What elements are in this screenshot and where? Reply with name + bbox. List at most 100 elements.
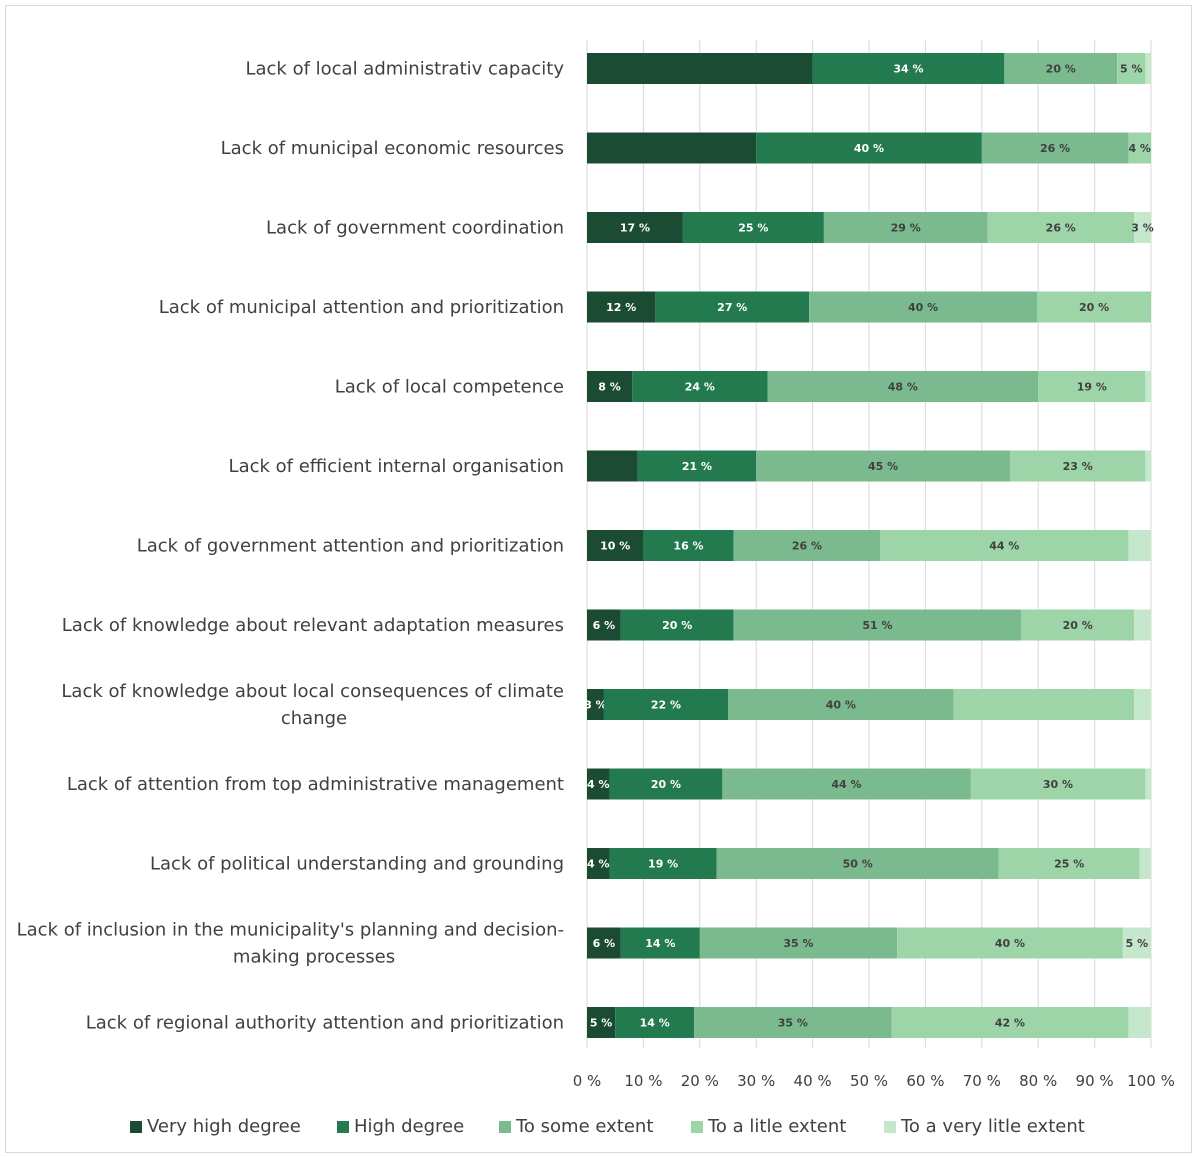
category-label: Lack of government coordination bbox=[266, 218, 564, 239]
legend-label: To a very litle extent bbox=[900, 1116, 1085, 1137]
data-label: 25 % bbox=[1054, 858, 1084, 871]
data-label: 12 % bbox=[606, 301, 636, 314]
data-label: 24 % bbox=[685, 381, 715, 394]
data-label: 6 % bbox=[593, 619, 616, 632]
bar-segment bbox=[1004, 53, 1118, 84]
x-tick-label: 90 % bbox=[1076, 1072, 1114, 1090]
data-label: 20 % bbox=[651, 778, 681, 791]
x-tick-label: 70 % bbox=[963, 1072, 1001, 1090]
category-label: Lack of municipal economic resources bbox=[221, 138, 564, 159]
bar-segment bbox=[609, 768, 723, 800]
data-label: 35 % bbox=[783, 937, 813, 950]
category-label: Lack of political understanding and grou… bbox=[150, 854, 564, 875]
data-label: 20 % bbox=[662, 619, 692, 632]
data-label: 40 % bbox=[826, 699, 856, 712]
data-label: 26 % bbox=[1046, 222, 1076, 235]
bar-segment bbox=[1117, 53, 1146, 84]
data-label: 26 % bbox=[1040, 142, 1070, 155]
bar-segment bbox=[620, 927, 700, 959]
category-label: Lack of knowledge about local consequenc… bbox=[61, 681, 564, 702]
bar-segment bbox=[823, 212, 988, 243]
bar-segment bbox=[1122, 927, 1151, 959]
x-tick-label: 50 % bbox=[850, 1072, 888, 1090]
bar-segment bbox=[1128, 132, 1151, 164]
data-label: 40 % bbox=[854, 142, 884, 155]
chart-frame bbox=[5, 5, 1192, 1153]
x-tick-label: 40 % bbox=[794, 1072, 832, 1090]
data-label: 35 % bbox=[778, 1017, 808, 1030]
bar-segment bbox=[694, 1007, 892, 1038]
data-label: 4 % bbox=[587, 778, 610, 791]
bar-segment bbox=[733, 530, 881, 561]
bar-segment bbox=[728, 689, 954, 720]
bar-segment bbox=[1021, 609, 1135, 641]
bar-segment bbox=[981, 132, 1129, 164]
bar-segment bbox=[998, 848, 1140, 879]
data-label: 3 % bbox=[584, 699, 607, 712]
bars: 34 % 20 % 5 % 40 % 26 % 4 % 17 % 25 % 29 % 26 % 3 … bbox=[584, 53, 1154, 1038]
data-label: 21 % bbox=[682, 460, 712, 473]
data-label: 44 % bbox=[989, 540, 1019, 553]
bar-segment bbox=[587, 450, 638, 482]
category-label: Lack of attention from top administrativ… bbox=[67, 774, 564, 795]
data-label: 5 % bbox=[590, 1017, 613, 1030]
category-label: Lack of municipal attention and prioriti… bbox=[159, 297, 564, 318]
category-label: change bbox=[281, 708, 347, 729]
bar-segment bbox=[637, 450, 757, 482]
data-label: 16 % bbox=[673, 540, 703, 553]
category-label: making processes bbox=[233, 947, 395, 968]
data-label: 8 % bbox=[598, 381, 621, 394]
data-label: 42 % bbox=[995, 1017, 1025, 1030]
legend-swatch bbox=[337, 1121, 349, 1133]
legend-label: To some extent bbox=[515, 1116, 653, 1137]
bar-segment bbox=[1145, 450, 1151, 482]
data-label: 6 % bbox=[593, 937, 616, 950]
data-label: 30 % bbox=[1043, 778, 1073, 791]
bar-segment bbox=[587, 371, 633, 402]
bar-segment bbox=[1134, 212, 1151, 243]
bar-segment bbox=[1145, 768, 1151, 800]
category-label: Lack of government attention and priorit… bbox=[137, 536, 564, 557]
data-label: 51 % bbox=[862, 619, 892, 632]
data-label: 26 % bbox=[792, 540, 822, 553]
x-tick-label: 30 % bbox=[737, 1072, 775, 1090]
bar-segment bbox=[1145, 371, 1151, 402]
bar-segment bbox=[722, 768, 971, 800]
category-label: Lack of local administrativ capacity bbox=[245, 59, 564, 80]
legend-swatch bbox=[884, 1121, 896, 1133]
bar-segment bbox=[643, 530, 734, 561]
data-label: 45 % bbox=[868, 460, 898, 473]
legend-label: Very high degree bbox=[147, 1116, 301, 1137]
category-label: Lack of efficient internal organisation bbox=[229, 456, 564, 477]
data-label: 5 % bbox=[1126, 937, 1149, 950]
data-label: 48 % bbox=[888, 381, 918, 394]
legend-swatch bbox=[499, 1121, 511, 1133]
bar-segment bbox=[1134, 689, 1151, 720]
bar-segment bbox=[587, 768, 610, 800]
data-label: 29 % bbox=[891, 222, 921, 235]
data-label: 22 % bbox=[651, 699, 681, 712]
data-label: 19 % bbox=[648, 858, 678, 871]
bar-segment bbox=[587, 132, 757, 164]
data-label: 5 % bbox=[1120, 63, 1143, 76]
data-label: 14 % bbox=[640, 1017, 670, 1030]
bar-segment bbox=[587, 1007, 616, 1038]
data-label: 10 % bbox=[600, 540, 630, 553]
x-axis-ticks: 0 % 10 % 20 % 30 % 40 % 50 % 60 % 70 % 80 % 90 % 1… bbox=[573, 1072, 1175, 1090]
legend-swatch bbox=[130, 1121, 142, 1133]
bar-segment bbox=[609, 848, 717, 879]
bar-segment bbox=[970, 768, 1146, 800]
bar-segment bbox=[587, 291, 656, 323]
category-label: Lack of local competence bbox=[335, 377, 564, 398]
bar-segment bbox=[809, 291, 1038, 323]
bar-segment bbox=[880, 530, 1129, 561]
bar-segment bbox=[953, 689, 1135, 720]
bar-segment bbox=[756, 450, 1010, 482]
x-tick-label: 0 % bbox=[573, 1072, 602, 1090]
bar-segment bbox=[587, 53, 813, 84]
x-tick-label: 10 % bbox=[624, 1072, 662, 1090]
x-tick-label: 20 % bbox=[681, 1072, 719, 1090]
bar-segment bbox=[756, 132, 982, 164]
bar-segment bbox=[1145, 53, 1151, 84]
bar-segment bbox=[615, 1007, 695, 1038]
